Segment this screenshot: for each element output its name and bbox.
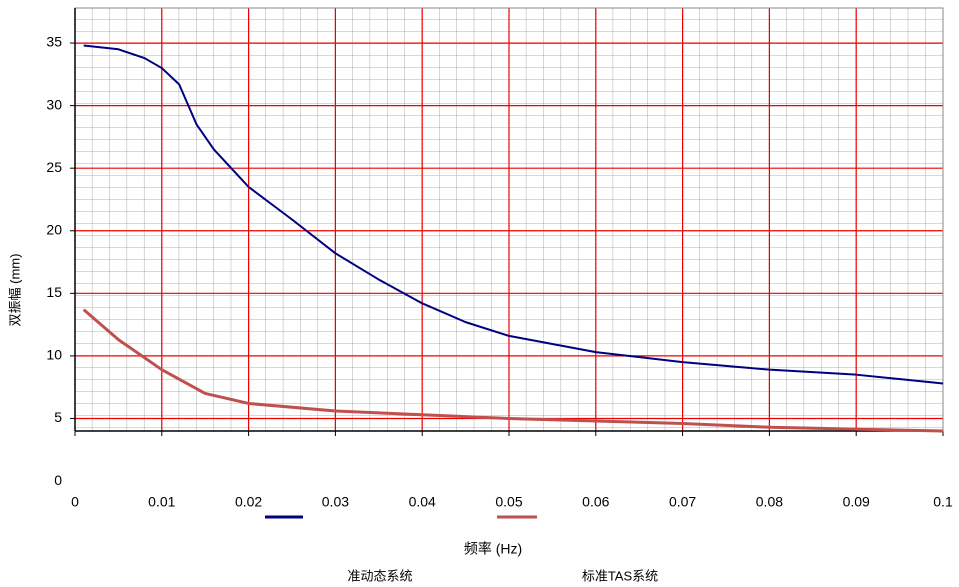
y-tick-label: 35 — [46, 34, 62, 50]
x-tick-label: 0 — [71, 494, 79, 510]
y-tick-label: 15 — [46, 284, 62, 300]
legend-label: 标准TAS系统 — [582, 568, 658, 583]
x-tick-label: 0.09 — [843, 494, 870, 510]
x-tick-label: 0.04 — [409, 494, 436, 510]
x-axis-title: 频率 (Hz) — [464, 541, 522, 557]
x-tick-label: 0.08 — [756, 494, 783, 510]
x-tick-label: 0.06 — [582, 494, 609, 510]
x-tick-label: 0.02 — [235, 494, 262, 510]
y-axis-title: 双振幅 (mm) — [7, 254, 22, 327]
x-tick-label: 0.05 — [495, 494, 522, 510]
y-tick-label: 20 — [46, 221, 62, 237]
x-tick-label: 0.07 — [669, 494, 696, 510]
y-tick-label: 0 — [54, 472, 62, 488]
y-tick-label: 5 — [54, 409, 62, 425]
x-tick-label: 0.03 — [322, 494, 349, 510]
y-tick-label: 25 — [46, 159, 62, 175]
y-tick-label: 10 — [46, 347, 62, 363]
y-tick-label: 30 — [46, 96, 62, 112]
x-tick-label: 0.01 — [148, 494, 175, 510]
chart: 频率 (Hz) 双振幅 (mm) 0 0.01 0.02 0.03 0.04 0.05 0.… — [0, 0, 959, 587]
x-tick-label: 0.1 — [933, 494, 953, 510]
legend-label: 准动态系统 — [347, 568, 412, 583]
